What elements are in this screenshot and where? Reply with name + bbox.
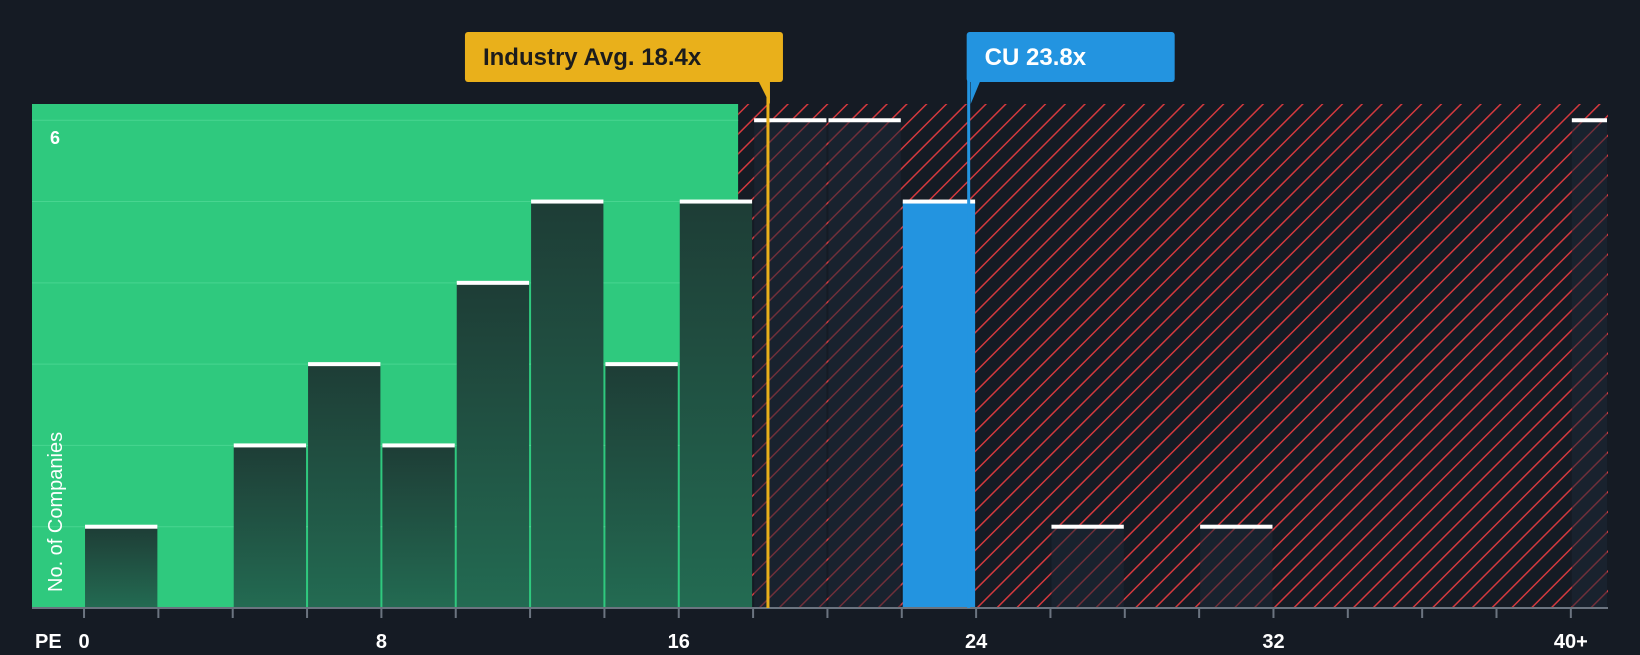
industry-avg-label: Industry Avg. 18.4x (483, 44, 702, 71)
histogram-bar (605, 364, 678, 608)
bar-cap (605, 362, 678, 367)
histogram-bar (828, 120, 901, 609)
bar-cap (308, 362, 381, 367)
x-tick-label: 8 (376, 631, 387, 650)
bar-cap (1200, 524, 1273, 529)
highlight-bar (902, 201, 976, 608)
x-tick-label: 32 (1262, 631, 1284, 650)
bar-cap (1571, 118, 1607, 123)
marker-pointer (757, 80, 770, 104)
histogram-bar (679, 201, 753, 608)
marker-label-box (966, 32, 1175, 82)
histogram-bar (1571, 120, 1607, 609)
histogram-bar (85, 526, 158, 608)
histogram-bar (1200, 526, 1273, 608)
x-tick-label: 16 (668, 631, 690, 650)
bar-cap (456, 280, 530, 285)
histogram-bar (531, 201, 604, 608)
marker-label-box (464, 32, 783, 82)
histogram-bar (233, 445, 307, 608)
bar-cap (531, 199, 604, 204)
company-pe-label: CU 23.8x (985, 44, 1087, 71)
bar-cap (754, 118, 827, 123)
histogram-bar (308, 364, 381, 608)
bar-cap (1051, 524, 1124, 529)
histogram-bar (754, 120, 827, 609)
x-axis-label: PE (35, 631, 62, 650)
x-tick-label: 0 (78, 631, 89, 650)
x-tick-label: 40+ (1554, 631, 1588, 650)
y-axis-label: No. of Companies (45, 432, 67, 592)
bar-cap (233, 443, 307, 448)
histogram-bar (382, 445, 455, 608)
bar-cap (902, 199, 976, 204)
bar-cap (828, 118, 901, 123)
y-tick-label: 6 (50, 128, 60, 148)
histogram-bar (1051, 526, 1124, 608)
x-tick-label: 24 (965, 631, 988, 650)
marker-pointer (966, 80, 981, 104)
bar-cap (85, 524, 158, 529)
bar-cap (382, 443, 455, 448)
bar-cap (679, 199, 753, 204)
histogram-bar (456, 282, 530, 608)
